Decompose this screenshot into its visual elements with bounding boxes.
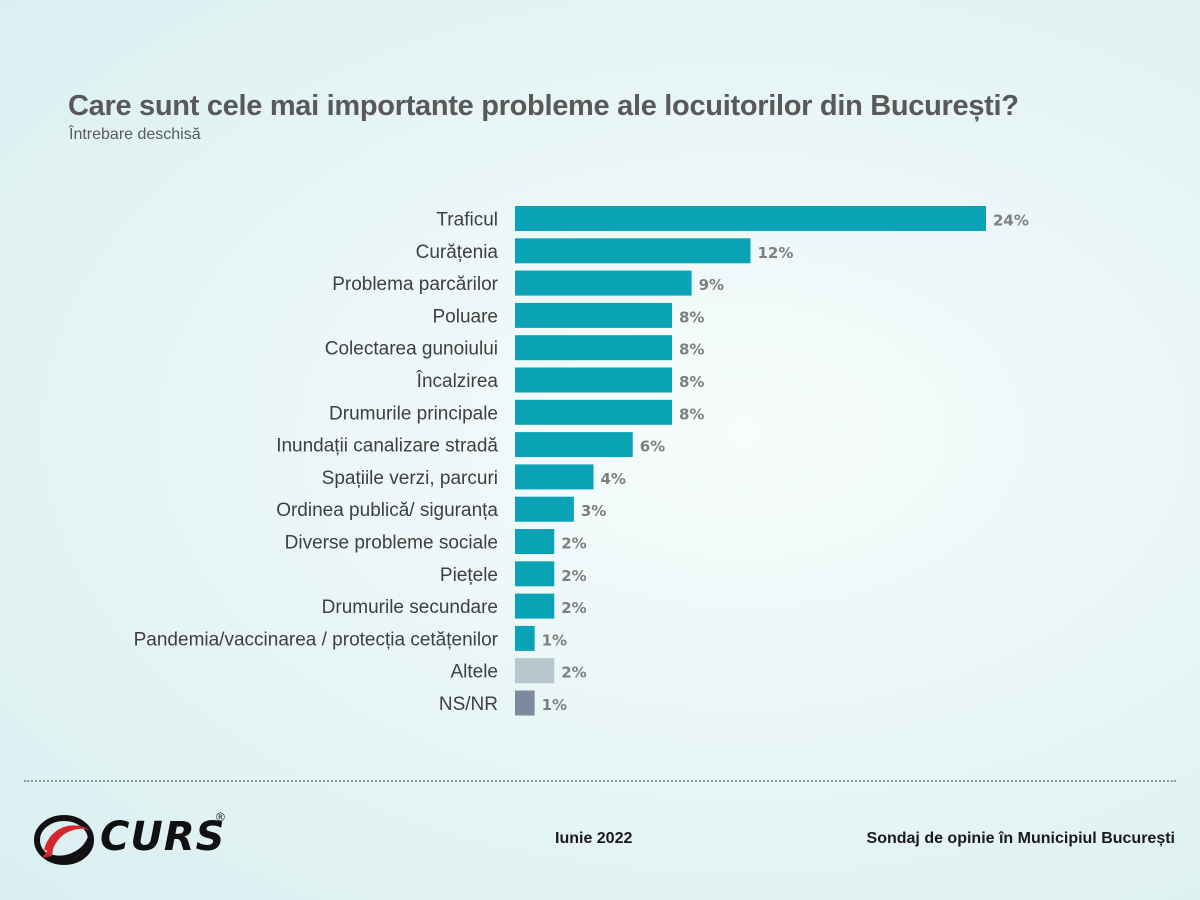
footer-source: Sondaj de opinie în Municipiul București: [866, 830, 1175, 847]
bar: [515, 335, 672, 361]
curs-logo-text: CURS: [100, 814, 226, 860]
data-label: 1%: [542, 696, 567, 714]
data-label: 8%: [679, 405, 704, 423]
footer-date: Iunie 2022: [555, 830, 633, 847]
category-label: Problema parcărilor: [332, 274, 498, 295]
data-label: 12%: [758, 244, 794, 262]
category-label: Drumurile principale: [329, 403, 498, 424]
category-label: Ordinea publică/ siguranța: [276, 500, 498, 521]
bar: [515, 206, 986, 231]
bar: [515, 561, 555, 587]
registered-mark: ®: [216, 810, 225, 824]
category-label: Curățenia: [416, 242, 499, 263]
bar: [515, 496, 574, 522]
bar: [515, 367, 672, 393]
category-label: Spațiile verzi, parcuri: [322, 468, 498, 489]
data-label: 2%: [561, 535, 586, 553]
bar-chart: Traficul 24% Curățenia 12% Problema parcăril…: [134, 206, 1029, 716]
data-label: 2%: [561, 567, 586, 585]
data-label: 24%: [993, 212, 1029, 230]
bar: [515, 302, 672, 328]
curs-logo: CURS ®: [34, 808, 234, 868]
bar: [515, 690, 535, 716]
bar: [515, 464, 594, 490]
category-label: Poluare: [433, 306, 499, 327]
bar: [515, 625, 535, 651]
category-label: Drumurile secundare: [322, 597, 498, 618]
bar: [515, 270, 692, 296]
category-label: NS/NR: [439, 694, 498, 715]
data-label: 8%: [679, 308, 704, 326]
bar: [515, 432, 633, 458]
bar: [515, 658, 555, 684]
data-label: 6%: [640, 438, 665, 456]
data-label: 1%: [542, 631, 567, 649]
bar: [515, 529, 555, 554]
chart-subtitle: Întrebare deschisă: [69, 126, 201, 143]
bar: [515, 238, 751, 264]
category-label: Încalzirea: [416, 370, 499, 392]
bar: [515, 593, 555, 619]
data-label: 3%: [581, 502, 606, 520]
curs-logo-icon: [34, 815, 94, 865]
bar: [515, 399, 672, 425]
category-label: Diverse probleme sociale: [285, 533, 498, 554]
data-label: 2%: [561, 664, 586, 682]
category-label: Piețele: [440, 565, 498, 586]
footer-divider: [24, 780, 1176, 782]
category-label: Pandemia/vaccinarea / protecția cetățeni…: [134, 629, 499, 650]
category-label: Colectarea gunoiului: [325, 339, 498, 360]
data-label: 8%: [679, 373, 704, 391]
chart-title: Care sunt cele mai importante probleme a…: [68, 90, 1019, 122]
category-label: Altele: [450, 662, 498, 683]
data-label: 9%: [699, 276, 724, 294]
category-label: Traficul: [436, 210, 498, 231]
data-label: 8%: [679, 341, 704, 359]
data-label: 2%: [561, 599, 586, 617]
data-label: 4%: [601, 470, 626, 488]
category-label: Inundații canalizare stradă: [276, 436, 498, 457]
